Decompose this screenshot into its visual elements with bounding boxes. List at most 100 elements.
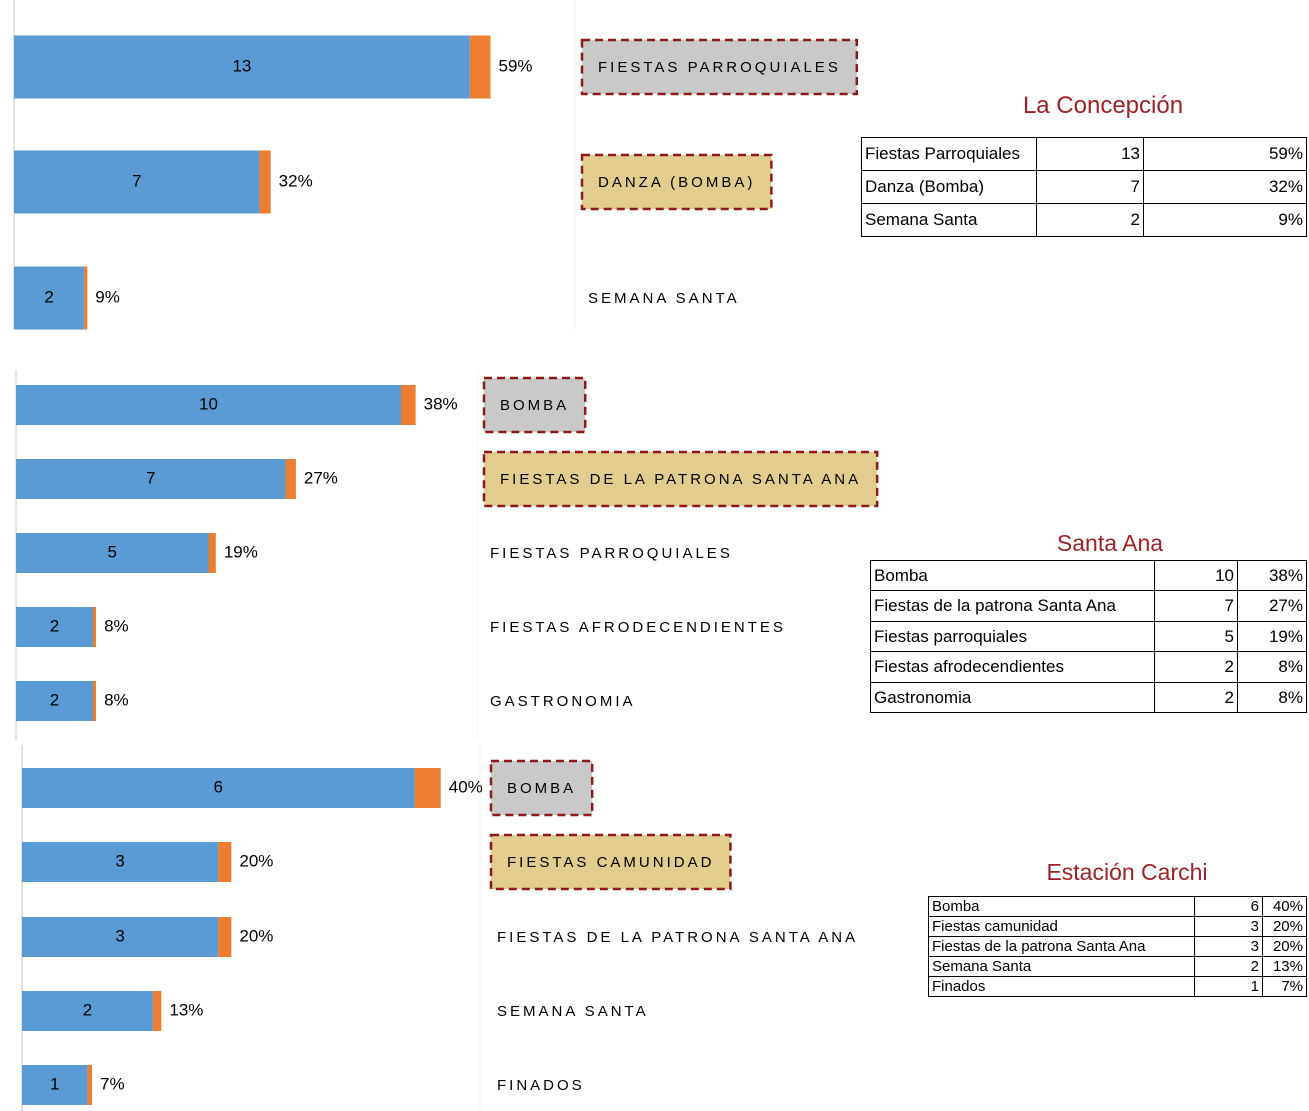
percent-label: 20% xyxy=(239,851,273,870)
category-label: FIESTAS DE LA PATRONA SANTA ANA xyxy=(497,929,858,946)
table-row: Bomba 6 40% xyxy=(928,896,1307,917)
count-bar xyxy=(22,1065,88,1105)
category-box xyxy=(489,759,594,817)
table-cell: Danza (Bomba) xyxy=(861,170,1037,204)
percent-label: 20% xyxy=(239,926,273,945)
table-cell: 2 xyxy=(1194,956,1263,977)
count-label: 5 xyxy=(108,542,117,561)
data-table: Fiestas Parroquiales 13 59% Danza (Bomba) 7 3… xyxy=(861,137,1307,237)
table-row: Danza (Bomba) 7 32% xyxy=(861,170,1307,204)
count-bar xyxy=(22,991,153,1031)
count-label: 2 xyxy=(50,690,59,709)
table-row: Fiestas de la patrona Santa Ana 3 20% xyxy=(928,936,1307,957)
table-cell: Finados xyxy=(928,976,1195,997)
table-cell: 8% xyxy=(1237,651,1307,683)
table-cell: 32% xyxy=(1143,170,1307,204)
table-cell: 7 xyxy=(1154,590,1238,622)
table-cell: Bomba xyxy=(928,896,1195,917)
count-bar xyxy=(14,150,260,214)
table-title: Estación Carchi xyxy=(1046,859,1208,885)
percent-label: 7% xyxy=(100,1074,125,1093)
percent-label: 32% xyxy=(279,171,313,190)
count-label: 2 xyxy=(50,616,59,635)
table-cell: Fiestas de la patrona Santa Ana xyxy=(928,936,1195,957)
count-bar xyxy=(14,35,470,99)
table-cell: Semana Santa xyxy=(861,203,1037,237)
category-label: SEMANA SANTA xyxy=(588,290,740,307)
table-cell: Semana Santa xyxy=(928,956,1195,977)
count-bar xyxy=(22,917,219,957)
table-row: Finados 1 7% xyxy=(928,976,1307,997)
percent-bar xyxy=(87,1065,93,1105)
percent-bar xyxy=(84,266,88,330)
category-label: SEMANA SANTA xyxy=(497,1003,649,1020)
category-label: FIESTAS AFRODECENDIENTES xyxy=(490,619,786,636)
count-label: 7 xyxy=(146,468,155,487)
table-cell: 38% xyxy=(1237,559,1307,592)
table-cell: 59% xyxy=(1143,137,1307,171)
table-cell: 7 xyxy=(1036,170,1144,204)
table-cell: 13% xyxy=(1262,956,1307,977)
table-row: Semana Santa 2 9% xyxy=(861,203,1307,237)
count-bar xyxy=(22,842,219,882)
table-cell: Fiestas camunidad xyxy=(928,916,1195,937)
category-label: FIESTAS CAMUNIDAD xyxy=(507,854,714,871)
count-label: 7 xyxy=(132,171,141,190)
table-cell: Gastronomia xyxy=(870,681,1155,714)
count-bar xyxy=(16,681,93,721)
table-cell: 19% xyxy=(1237,620,1307,653)
count-bar xyxy=(16,607,93,647)
category-label: DANZA (BOMBA) xyxy=(598,174,755,191)
percent-bar xyxy=(93,607,97,647)
percent-bar xyxy=(152,991,162,1031)
percent-label: 19% xyxy=(224,542,258,561)
data-table: Bomba 10 38% Fiestas de la patrona Santa An… xyxy=(870,559,1307,714)
category-box xyxy=(580,153,773,211)
percent-label: 59% xyxy=(498,56,532,75)
table-row: Semana Santa 2 13% xyxy=(928,956,1307,977)
table-cell: 13 xyxy=(1036,137,1144,171)
percent-bar xyxy=(218,842,232,882)
table-row: Bomba 10 38% xyxy=(870,559,1307,592)
count-bar xyxy=(16,385,401,425)
table-row: Fiestas afrodecendientes 2 8% xyxy=(870,651,1307,683)
table-cell: 20% xyxy=(1262,916,1307,937)
table-cell: 6 xyxy=(1194,896,1263,917)
category-label: GASTRONOMIA xyxy=(490,693,636,710)
table-cell: Fiestas afrodecendientes xyxy=(870,651,1155,683)
table-cell: 3 xyxy=(1194,936,1263,957)
percent-bar xyxy=(285,459,296,499)
category-label: FIESTAS PARROQUIALES xyxy=(490,545,733,562)
count-bar xyxy=(16,533,209,573)
percent-label: 8% xyxy=(104,616,129,635)
category-label: BOMBA xyxy=(500,397,569,414)
percent-label: 8% xyxy=(104,690,129,709)
category-label: FIESTAS PARROQUIALES xyxy=(598,59,841,76)
table-row: Fiestas Parroquiales 13 59% xyxy=(861,137,1307,171)
count-label: 6 xyxy=(214,777,223,796)
table-cell: 20% xyxy=(1262,936,1307,957)
percent-bar xyxy=(401,385,416,425)
table-cell: 3 xyxy=(1194,916,1263,937)
table-row: Fiestas parroquiales 5 19% xyxy=(870,620,1307,653)
count-label: 2 xyxy=(83,1000,92,1019)
table-title: La Concepción xyxy=(1022,92,1184,119)
count-label: 3 xyxy=(115,926,124,945)
count-label: 1 xyxy=(50,1074,59,1093)
count-bar xyxy=(14,266,85,330)
data-table: Bomba 6 40% Fiestas camunidad 3 20% Fiestas de… xyxy=(928,896,1307,997)
table-cell: 8% xyxy=(1237,681,1307,714)
category-box xyxy=(482,450,879,508)
percent-bar xyxy=(414,768,441,808)
table-cell: 1 xyxy=(1194,976,1263,997)
category-box xyxy=(580,38,859,96)
table-cell: Fiestas de la patrona Santa Ana xyxy=(870,590,1155,622)
percent-label: 13% xyxy=(169,1000,203,1019)
table-cell: Fiestas parroquiales xyxy=(870,620,1155,653)
table-cell: 40% xyxy=(1262,896,1307,917)
percent-label: 38% xyxy=(424,394,458,413)
percent-label: 27% xyxy=(304,468,338,487)
percent-label: 40% xyxy=(449,777,483,796)
category-label: FINADOS xyxy=(497,1077,585,1094)
